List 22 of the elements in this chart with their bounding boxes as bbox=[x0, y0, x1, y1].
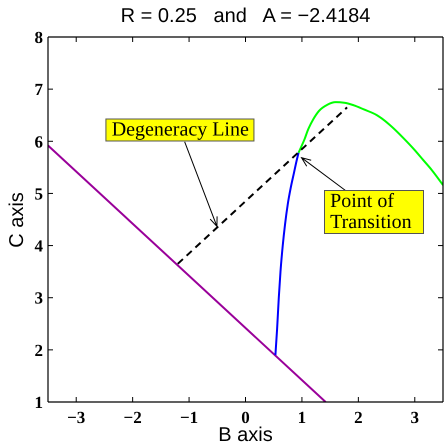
annotation: Point of Transition bbox=[324, 190, 424, 234]
y-axis-title: C axis bbox=[6, 192, 28, 248]
y-tick-label: 3 bbox=[34, 288, 43, 308]
y-tick-label: 6 bbox=[34, 132, 43, 152]
chart-title: R = 0.25 and A = −2.4184 bbox=[120, 5, 372, 27]
line-series bbox=[274, 152, 300, 356]
x-tick-label: −2 bbox=[124, 408, 142, 427]
y-tick-label: 1 bbox=[34, 393, 43, 412]
y-tick-label: 7 bbox=[34, 80, 44, 100]
x-tick-label: 1 bbox=[298, 408, 306, 427]
x-tick-label: 2 bbox=[354, 408, 363, 427]
y-tick-label: 8 bbox=[34, 28, 43, 47]
y-tick-label: 5 bbox=[34, 184, 43, 204]
x-axis-title: B axis bbox=[218, 424, 273, 442]
x-tick-label: 3 bbox=[410, 408, 420, 427]
y-tick-label: 2 bbox=[34, 340, 43, 360]
y-tick-label: 4 bbox=[34, 236, 44, 256]
x-tick-label: 0 bbox=[241, 408, 250, 427]
x-tick-label: −1 bbox=[180, 408, 198, 427]
annotation: Degeneracy Line bbox=[106, 118, 255, 142]
x-tick-label: −3 bbox=[67, 408, 86, 427]
line-series bbox=[298, 101, 443, 186]
